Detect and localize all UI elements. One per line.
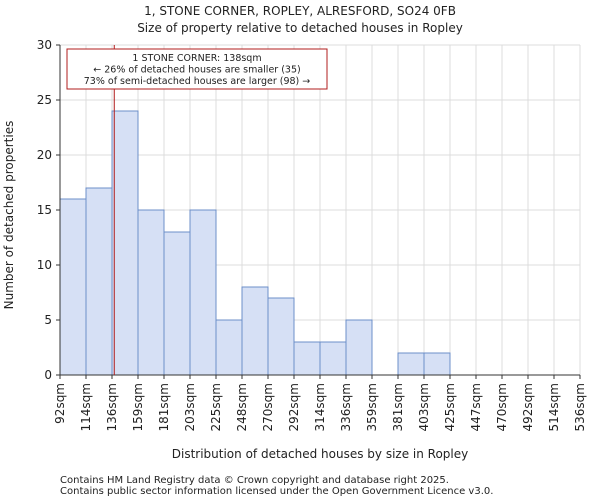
x-tick-label: 92sqm xyxy=(53,383,67,424)
x-tick-label: 470sqm xyxy=(495,383,509,431)
x-tick-label: 181sqm xyxy=(157,383,171,431)
x-tick-label: 248sqm xyxy=(235,383,249,431)
footer-line-2: Contains public sector information licen… xyxy=(60,486,493,497)
x-tick-label: 114sqm xyxy=(79,383,93,431)
marker-group: 1 STONE CORNER: 138sqm← 26% of detached … xyxy=(66,45,328,375)
y-ticks: 0 5 10 15 20 25 30 xyxy=(37,38,60,382)
x-ticks: 92sqm 114sqm 136sqm 159sqm 181sqm 203sqm 225sq… xyxy=(53,375,587,431)
x-tick-label: 359sqm xyxy=(365,383,379,431)
y-tick-label: 10 xyxy=(37,258,52,272)
bar-270sqm xyxy=(267,297,295,376)
x-axis-label: Distribution of detached houses by size … xyxy=(172,447,468,461)
bar-92sqm xyxy=(59,198,87,376)
y-tick-label: 20 xyxy=(37,148,52,162)
y-tick-label: 30 xyxy=(37,38,52,52)
annotation-line-2: ← 26% of detached houses are smaller (35… xyxy=(93,65,300,76)
annotation-line-3: 73% of semi-detached houses are larger (… xyxy=(84,76,311,87)
y-tick-label: 15 xyxy=(37,203,52,217)
x-tick-label: 159sqm xyxy=(131,383,145,431)
annotation-box xyxy=(66,48,328,90)
bar-225sqm xyxy=(215,319,243,376)
bar-403sqm xyxy=(423,352,451,376)
x-tick-label: 314sqm xyxy=(313,383,327,431)
y-tick-label: 0 xyxy=(44,368,52,382)
x-tick-label: 381sqm xyxy=(391,383,405,431)
y-tick-label: 5 xyxy=(44,313,52,327)
x-tick-label: 492sqm xyxy=(521,383,535,431)
x-tick-label: 225sqm xyxy=(209,383,223,431)
x-tick-label: 536sqm xyxy=(573,383,587,431)
x-tick-label: 136sqm xyxy=(105,383,119,431)
bar-136sqm xyxy=(111,110,139,376)
x-tick-label: 403sqm xyxy=(417,383,431,431)
bar-114sqm xyxy=(85,187,113,376)
y-axis-label: Number of detached properties xyxy=(2,121,16,310)
bars xyxy=(59,110,451,376)
x-tick-label: 270sqm xyxy=(261,383,275,431)
x-tick-label: 203sqm xyxy=(183,383,197,431)
bar-248sqm xyxy=(241,286,269,376)
footer-line-1: Contains HM Land Registry data © Crown c… xyxy=(60,475,449,486)
bar-336sqm xyxy=(345,319,373,376)
x-tick-label: 425sqm xyxy=(443,383,457,431)
x-tick-label: 447sqm xyxy=(469,383,483,431)
x-tick-label: 336sqm xyxy=(339,383,353,431)
bar-159sqm xyxy=(137,209,165,376)
bar-381sqm xyxy=(397,352,425,376)
x-tick-label: 292sqm xyxy=(287,383,301,431)
annotation-line-1: 1 STONE CORNER: 138sqm xyxy=(132,53,261,64)
chart-subtitle: Size of property relative to detached ho… xyxy=(137,21,463,35)
bar-203sqm xyxy=(189,209,217,376)
bar-314sqm xyxy=(319,341,347,376)
y-tick-label: 25 xyxy=(37,93,52,107)
bar-292sqm xyxy=(293,341,321,376)
bar-181sqm xyxy=(163,231,191,376)
x-tick-label: 514sqm xyxy=(547,383,561,431)
chart-title: 1, STONE CORNER, ROPLEY, ALRESFORD, SO24… xyxy=(144,4,456,18)
